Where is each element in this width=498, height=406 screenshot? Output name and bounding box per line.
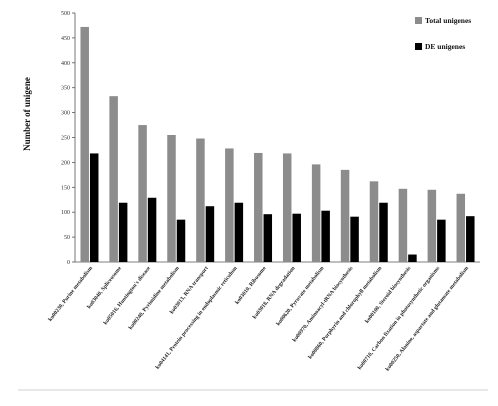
y-axis-label: Number of unigene <box>22 77 32 151</box>
total-unigenes-bar <box>109 96 118 262</box>
y-tick-label: 250 <box>61 136 70 142</box>
legend-label: DE unigenes <box>425 42 465 51</box>
total-unigenes-bar <box>196 138 205 262</box>
total-unigenes-bar <box>225 148 234 262</box>
y-axis-ticks: 0 50 100 150 200 250 300 350 400 450 500 <box>61 11 75 266</box>
de-unigenes-bar <box>350 216 359 262</box>
de-unigenes-bar <box>379 202 388 262</box>
bars <box>80 26 475 262</box>
legend-swatch <box>415 17 422 24</box>
category-label: ko05016, Huntington's disease <box>103 265 153 326</box>
de-unigenes-bar <box>176 219 186 262</box>
category-label: ko00970, Aminoacyl-tRNA biosynthesis <box>292 265 355 343</box>
total-unigenes-bar <box>254 152 263 262</box>
category-label: ko00230, Purine metabolism <box>48 265 95 322</box>
y-tick-label: 200 <box>61 160 70 166</box>
total-unigenes-bar <box>311 164 321 262</box>
de-unigenes-bar <box>118 202 128 262</box>
de-unigenes-bar <box>205 206 215 262</box>
de-unigenes-bar <box>437 219 446 262</box>
total-unigenes-bar <box>340 169 350 262</box>
y-tick-label: 300 <box>61 111 70 117</box>
y-tick-label: 100 <box>61 210 70 216</box>
de-unigenes-bar <box>292 213 301 262</box>
y-tick-label: 350 <box>61 86 70 92</box>
y-tick-label: 150 <box>61 185 70 191</box>
y-tick-label: 50 <box>64 235 70 241</box>
y-tick-label: 0 <box>67 260 70 266</box>
total-unigenes-bar <box>282 153 292 262</box>
total-unigenes-bar <box>398 188 408 262</box>
total-unigenes-bar <box>456 193 466 262</box>
total-unigenes-bar <box>369 181 379 262</box>
de-unigenes-bar <box>408 254 417 262</box>
y-tick-label: 400 <box>61 61 70 67</box>
total-unigenes-bar <box>138 125 147 262</box>
total-unigenes-bar <box>427 189 437 262</box>
category-label: ko03010, Ribosome <box>234 265 268 306</box>
de-unigenes-bar <box>321 210 330 262</box>
y-tick-label: 500 <box>61 11 70 17</box>
legend-swatch <box>415 43 422 50</box>
de-unigenes-bar <box>263 214 273 262</box>
category-label: ko00620, Pyruvate metabolism <box>275 265 325 327</box>
de-unigenes-bar <box>147 197 157 262</box>
y-tick-label: 450 <box>61 36 70 42</box>
total-unigenes-bar <box>167 135 176 262</box>
de-unigenes-bar <box>234 202 244 262</box>
total-unigenes-bar <box>80 26 89 262</box>
legend-label: Total unigenes <box>425 16 471 25</box>
category-label: ko00240, Pyrimidine metabolism <box>128 265 181 331</box>
legend: Total unigenes DE unigenes <box>415 16 471 51</box>
de-unigenes-bar <box>466 216 475 262</box>
de-unigenes-bar <box>89 153 99 262</box>
